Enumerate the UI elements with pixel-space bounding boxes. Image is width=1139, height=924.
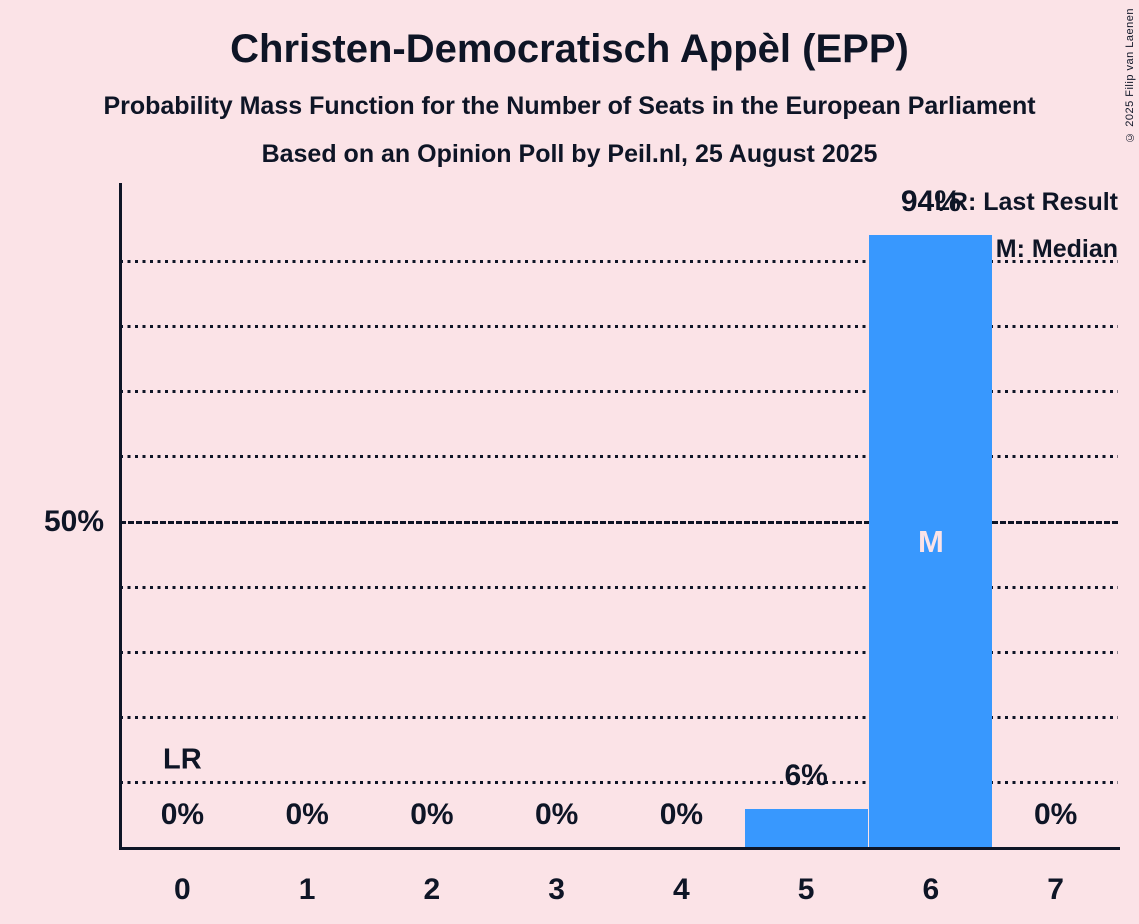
x-tick-label-2: 2 [423, 873, 441, 906]
gridline-90pct [120, 259, 1118, 263]
bar-seats-6 [869, 235, 993, 848]
gridline-40pct [120, 585, 1118, 589]
bar-value-label: 0% [1033, 798, 1078, 831]
x-tick-label-3: 3 [548, 873, 565, 906]
legend-median: M: Median [995, 235, 1118, 263]
x-tick-label-4: 4 [673, 873, 690, 906]
gridline-80pct [120, 324, 1118, 328]
gridline-10pct [120, 781, 1118, 785]
legend-last-result: LR: Last Result [934, 188, 1118, 216]
bar-value-label: 0% [534, 798, 579, 831]
gridline-60pct [120, 455, 1118, 459]
bar-value-label: 0% [285, 798, 329, 831]
last-result-marker: LR [163, 743, 202, 776]
x-tick-label-5: 5 [797, 873, 815, 906]
chart-title: Christen-Democratisch Appèl (EPP) [230, 27, 909, 71]
bar-value-label: 94% [900, 185, 961, 219]
x-tick-label-6: 6 [922, 873, 940, 906]
x-tick-label-1: 1 [298, 873, 316, 906]
gridline-50pct-major [120, 520, 1118, 524]
bar-value-label: 6% [784, 758, 828, 792]
bar-value-label: 0% [410, 798, 454, 831]
gridline-70pct [120, 390, 1118, 394]
copyright-notice: © 2025 Filip van Laenen [1124, 8, 1136, 143]
gridline-30pct [120, 650, 1118, 654]
y-axis [118, 183, 122, 848]
median-marker: M [917, 523, 944, 559]
x-tick-label-7: 7 [1047, 873, 1064, 906]
bar-value-label: 0% [160, 798, 205, 831]
bar-value-label: 0% [659, 798, 704, 831]
gridline-20pct [120, 716, 1118, 720]
chart-subtitle-date: Based on an Opinion Poll by Peil.nl, 25 … [261, 140, 878, 168]
y-tick-label: 50% [43, 505, 104, 538]
bar-seats-5 [744, 808, 868, 848]
x-tick-label-0: 0 [174, 873, 191, 906]
x-axis [118, 846, 1120, 850]
chart-subtitle: Probability Mass Function for the Number… [103, 92, 1036, 120]
